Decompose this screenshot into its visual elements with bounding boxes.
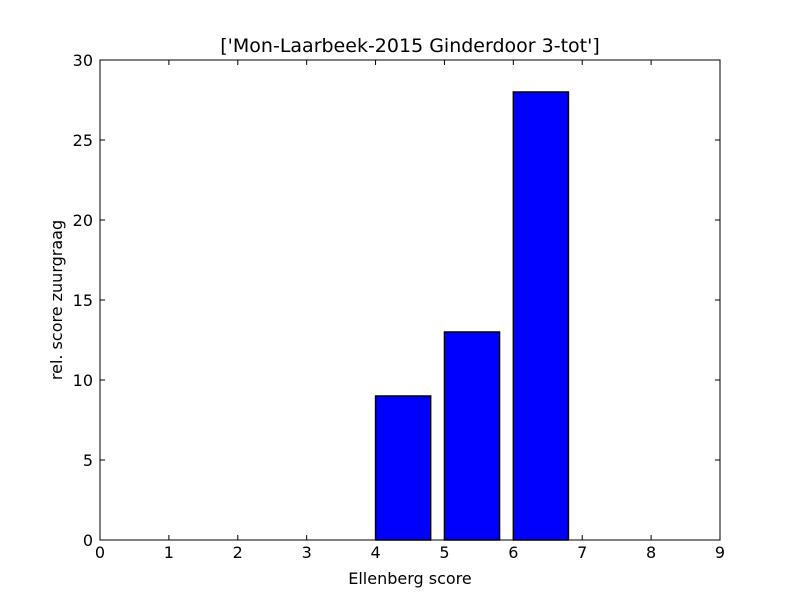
x-tick-label: 7	[577, 543, 587, 562]
y-tick-label: 5	[83, 451, 93, 470]
plot-frame	[99, 59, 721, 541]
x-tick-label: 0	[95, 543, 105, 562]
x-tick-label: 4	[370, 543, 380, 562]
x-tick-label: 8	[646, 543, 656, 562]
y-tick-label: 10	[73, 371, 93, 390]
y-tick-label: 20	[73, 211, 93, 230]
bar-4	[374, 395, 432, 541]
x-tick-label: 2	[233, 543, 243, 562]
bar-6	[512, 91, 570, 541]
y-tick-label: 25	[73, 131, 93, 150]
x-tick-label: 9	[715, 543, 725, 562]
ticks-layer: 0 1 2 3 4 5 6 7 8 9 0 5 10 15 20 25 30	[73, 51, 725, 562]
y-tick-label: 0	[83, 531, 93, 550]
y-axis-label: rel. score zuurgraag	[47, 220, 66, 380]
chart-title: ['Mon-Laarbeek-2015 Ginderdoor 3-tot']	[220, 35, 599, 57]
y-tick-label: 30	[73, 51, 93, 70]
x-tick-label: 6	[508, 543, 518, 562]
x-tick-label: 3	[302, 543, 312, 562]
bar-5	[443, 331, 501, 541]
bars-layer	[374, 91, 570, 541]
y-tick-label: 15	[73, 291, 93, 310]
x-tick-label: 1	[164, 543, 174, 562]
x-tick-label: 5	[439, 543, 449, 562]
x-axis-label: Ellenberg score	[348, 569, 472, 588]
